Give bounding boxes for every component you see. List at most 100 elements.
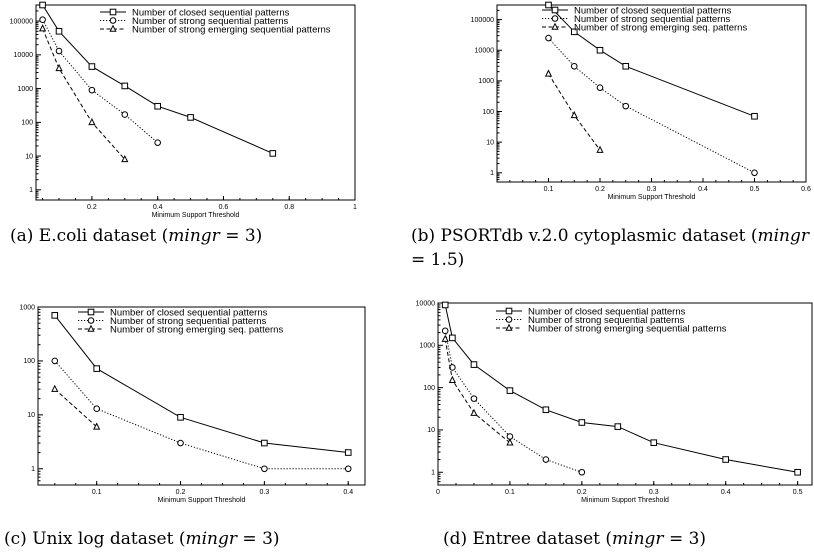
series-circle <box>545 34 758 177</box>
caption-a-pre: (a) E.coli dataset ( <box>10 226 169 246</box>
series-square <box>545 1 758 120</box>
legend: Number of closed sequential patternsNumb… <box>100 7 331 35</box>
data-point-circle <box>344 465 352 473</box>
series-square <box>441 301 801 476</box>
data-point-square <box>622 62 630 70</box>
series-line <box>54 360 349 470</box>
data-point-square <box>578 419 586 426</box>
data-point-square <box>177 414 184 421</box>
data-point-square <box>470 361 478 368</box>
x-tick-label: 0.6 <box>801 186 811 193</box>
legend-marker-square <box>109 8 117 16</box>
x-tick-label: 0.2 <box>595 186 605 193</box>
legend-label: Number of closed sequential patterns <box>110 307 268 318</box>
data-point-square <box>51 312 59 319</box>
x-tick-label: 0 <box>436 489 440 496</box>
y-tick-label: 100000 <box>471 17 494 24</box>
data-point-square <box>121 82 129 90</box>
caption-c-post: = 3) <box>237 529 280 549</box>
x-tick-label: 0.1 <box>505 489 515 496</box>
legend-marker-square <box>505 307 513 315</box>
series-line <box>548 37 755 174</box>
caption-a: (a) E.coli dataset (mingr = 3) <box>10 224 262 248</box>
x-tick-label: 0.5 <box>793 489 803 496</box>
caption-c-pre: (c) Unix log dataset ( <box>4 529 186 549</box>
data-point-triangle <box>121 154 129 163</box>
chart-c: 1 10 100 1000 0.1 0.2 0.3 0.4 Minimum Support Th… <box>19 304 366 504</box>
series-triangle <box>544 69 604 153</box>
y-tick-label: 10000 <box>475 48 495 55</box>
data-point-circle <box>121 111 129 118</box>
legend-marker-circle <box>551 15 559 22</box>
legend-label: Number of strong sequential patterns <box>132 16 289 27</box>
data-point-circle <box>545 34 552 42</box>
data-point-triangle <box>448 375 456 383</box>
data-point-square <box>441 301 449 309</box>
x-tick-label: 0.4 <box>721 489 731 496</box>
y-tick-label: 100 <box>482 109 494 116</box>
data-point-square <box>154 102 161 110</box>
caption-c-math: mingr <box>185 529 238 549</box>
data-point-square <box>614 423 622 430</box>
series-square <box>39 1 277 157</box>
caption-d-post: = 3) <box>663 529 707 549</box>
legend-marker-triangle <box>551 22 559 30</box>
y-tick-label: 1 <box>29 187 33 194</box>
series-line <box>42 28 126 160</box>
data-point-triangle <box>93 422 101 430</box>
y-tick-label: 10000 <box>416 300 436 307</box>
caption-b-math: mingr <box>757 226 810 246</box>
series-line <box>444 330 582 473</box>
series-circle <box>51 357 352 473</box>
legend-marker-triangle <box>505 323 513 331</box>
y-tick-label: 100000 <box>10 18 33 25</box>
data-point-circle <box>88 86 96 94</box>
legend: Number of closed sequential patternsNumb… <box>542 5 747 33</box>
data-point-square <box>344 449 352 456</box>
legend-marker-circle <box>87 317 95 324</box>
legend-label: Number of strong emerging sequential pat… <box>528 323 727 334</box>
data-point-triangle <box>544 69 553 77</box>
data-point-triangle <box>441 334 449 342</box>
panel-b: 1 10 100 1000 10000 100000 0.1 0.2 0.3 0.4 0.5 0.6 M… <box>407 0 814 290</box>
series-circle <box>441 327 586 476</box>
legend-label: Number of strong emerging seq. patterns <box>110 324 283 335</box>
y-tick-label: 1 <box>31 466 35 473</box>
y-tick-label: 100 <box>423 385 435 392</box>
x-tick-label: 0.5 <box>750 186 760 193</box>
series-triangle <box>51 384 101 430</box>
data-point-triangle <box>51 384 59 392</box>
series-triangle <box>38 24 129 163</box>
data-point-circle <box>51 357 59 365</box>
legend: Number of closed sequential patterns Numb… <box>78 307 283 335</box>
data-point-square <box>449 334 456 342</box>
data-point-triangle <box>55 63 63 72</box>
y-tick-label: 10 <box>427 427 435 434</box>
data-point-circle <box>542 456 550 463</box>
y-tick-label: 1000 <box>419 343 435 350</box>
y-tick-label: 10 <box>25 153 33 160</box>
data-point-circle <box>154 139 161 146</box>
data-point-triangle <box>506 438 514 446</box>
x-tick-label: 0.2 <box>87 204 97 211</box>
y-tick-label: 10 <box>27 412 35 419</box>
data-point-square <box>542 406 550 414</box>
caption-d-pre: (d) Entree dataset ( <box>443 529 613 549</box>
data-point-square <box>93 365 100 372</box>
y-tick-label: 100 <box>23 358 35 365</box>
legend-label: Number of strong sequential patterns <box>528 315 685 326</box>
data-point-circle <box>751 169 758 177</box>
x-tick-label: 0.3 <box>260 489 270 496</box>
data-point-circle <box>39 16 46 24</box>
data-point-circle <box>449 364 456 371</box>
x-tick-label: 0.4 <box>153 204 163 211</box>
caption-a-math: mingr <box>168 226 220 246</box>
data-point-circle <box>93 405 100 413</box>
legend-marker-triangle <box>87 324 95 332</box>
panel-c: 1 10 100 1000 0.1 0.2 0.3 0.4 Minimum Support Th… <box>0 295 400 557</box>
data-point-circle <box>55 47 63 55</box>
legend-label: Number of strong emerging seq. patterns <box>574 22 747 33</box>
x-tick-label: 0.1 <box>92 489 102 496</box>
data-point-square <box>570 28 578 36</box>
data-point-triangle <box>570 110 578 119</box>
